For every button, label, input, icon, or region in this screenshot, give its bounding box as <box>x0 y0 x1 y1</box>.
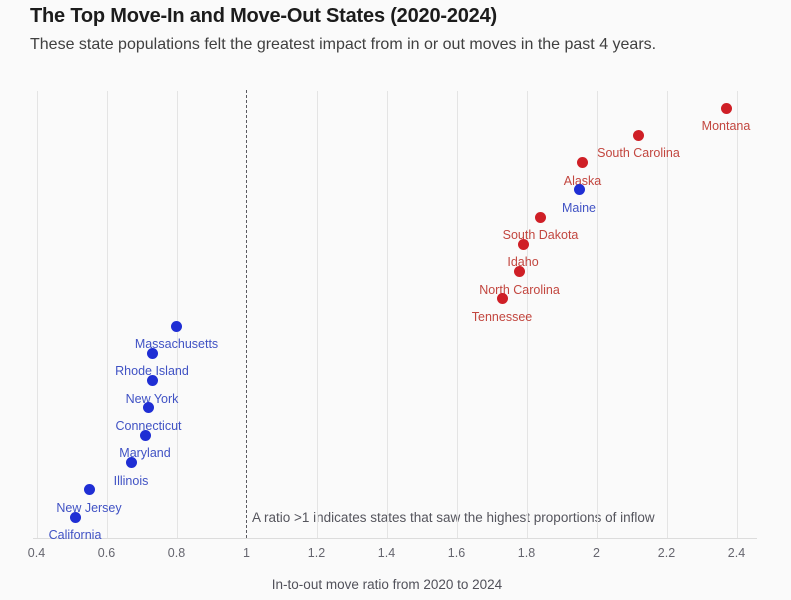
chart-subtitle: These state populations felt the greates… <box>30 36 657 53</box>
data-point-tennessee <box>496 293 508 305</box>
x-tick-label: 1.8 <box>517 546 536 560</box>
data-point-california <box>69 511 81 523</box>
point-label-new-jersey: New Jersey <box>56 500 122 515</box>
point-label-montana: Montana <box>701 119 751 133</box>
point-label-idaho: Idaho <box>507 255 539 270</box>
data-point-illinois <box>125 457 137 468</box>
point-label-massachusetts: Massachusetts <box>134 337 219 352</box>
data-point-montana <box>720 102 732 114</box>
gridline <box>666 91 668 538</box>
point-label-connecticut: Connecticut <box>115 418 182 433</box>
x-tick-label: 1.4 <box>377 546 396 560</box>
point-label-south-carolina: South Carolina <box>597 146 680 161</box>
data-point-new-york <box>146 375 158 387</box>
gridline <box>456 91 458 538</box>
x-axis-title: In-to-out move ratio from 2020 to 2024 <box>271 577 503 592</box>
gridline <box>736 91 738 538</box>
point-label-maine: Maine <box>561 200 597 215</box>
point-label-new-york: New York <box>125 391 179 406</box>
data-point-connecticut <box>143 402 154 414</box>
point-label-california: California <box>48 528 102 543</box>
gridline <box>106 91 108 538</box>
gridline <box>596 91 598 538</box>
x-tick-label: 2.4 <box>727 546 746 560</box>
x-tick-label: 2 <box>593 546 600 560</box>
point-label-north-carolina: North Carolina <box>479 282 560 297</box>
data-point-rhode-island <box>146 347 158 359</box>
x-tick-label: 0.6 <box>97 546 116 560</box>
data-point-maine <box>573 184 585 196</box>
data-point-south-dakota <box>535 211 546 223</box>
data-point-new-jersey <box>83 484 95 496</box>
reference-line-annotation: A ratio >1 indicates states that saw the… <box>252 510 655 525</box>
data-point-maryland <box>139 429 151 441</box>
gridline <box>526 91 528 538</box>
gridline <box>386 91 388 538</box>
x-tick-label: 0.4 <box>27 546 46 560</box>
x-tick-label: 1.6 <box>447 546 466 560</box>
x-tick-label: 1.2 <box>307 546 326 560</box>
x-tick-label: 2.2 <box>657 546 676 560</box>
data-point-massachusetts <box>171 320 182 332</box>
point-label-maryland: Maryland <box>119 446 171 461</box>
x-axis-line <box>33 538 757 539</box>
data-point-alaska <box>577 157 588 169</box>
point-label-tennessee: Tennessee <box>471 309 533 324</box>
point-label-rhode-island: Rhode Island <box>115 364 189 379</box>
data-point-south-carolina <box>633 129 644 141</box>
reference-line <box>246 90 247 538</box>
chart-title: The Top Move-In and Move-Out States (202… <box>30 5 497 27</box>
point-label-south-dakota: South Dakota <box>502 228 579 243</box>
x-tick-label: 0.8 <box>167 546 186 560</box>
data-point-idaho <box>517 238 529 250</box>
point-label-alaska: Alaska <box>563 173 602 188</box>
gridline <box>36 91 38 538</box>
data-point-north-carolina <box>514 266 525 278</box>
x-tick-label: 1 <box>243 546 250 560</box>
gridline <box>176 91 178 538</box>
point-label-illinois: Illinois <box>113 473 149 488</box>
gridline <box>316 91 318 538</box>
